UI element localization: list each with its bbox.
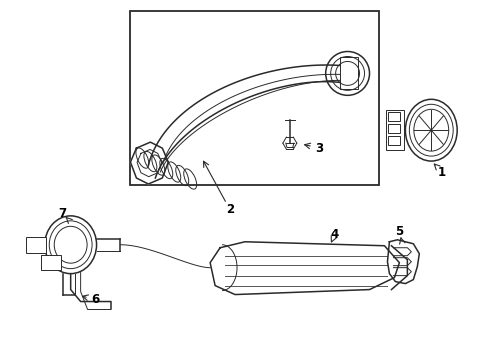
Polygon shape [388,240,419,284]
Text: 4: 4 [331,228,339,241]
Polygon shape [130,142,168,184]
Text: 3: 3 [316,141,324,155]
Text: 6: 6 [92,293,99,306]
Ellipse shape [45,216,97,274]
Text: 1: 1 [438,166,446,179]
Bar [387,110,404,150]
Text: 5: 5 [395,225,404,238]
Bar [340,58,358,89]
Bar [130,11,379,185]
Bar [41,255,61,270]
Text: 7: 7 [59,207,67,220]
Polygon shape [210,242,399,294]
Bar [389,124,400,133]
Bar [389,136,400,145]
Bar [389,112,400,121]
Text: 2: 2 [226,203,234,216]
Bar [26,237,46,253]
